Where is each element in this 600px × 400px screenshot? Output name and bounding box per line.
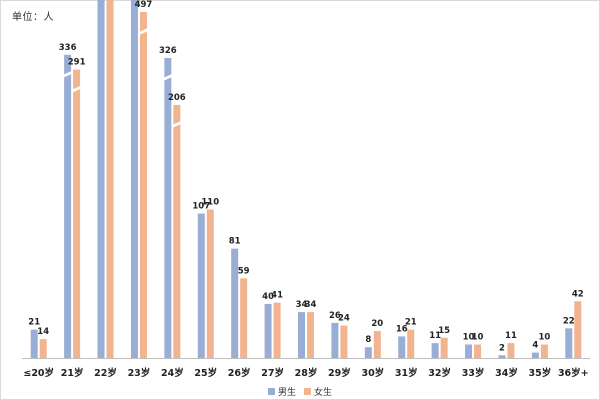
x-tick-label-13: 33岁 [462, 367, 485, 379]
bar-male-4 [164, 57, 172, 359]
data-label-male-16: 22 [563, 316, 575, 326]
data-label-female-13: 10 [472, 333, 484, 343]
axis-break-marker [138, 28, 148, 36]
data-label-female-5: 110 [201, 198, 219, 208]
data-label-female-4: 206 [168, 93, 186, 103]
data-label-male-8: 34 [296, 300, 308, 310]
bar-male-13 [465, 344, 473, 358]
bar-male-6 [231, 248, 239, 358]
bar-female-6 [240, 278, 248, 358]
axis-break-marker [63, 70, 73, 78]
bar-female-3 [139, 12, 147, 359]
data-label-male-14: 2 [499, 343, 505, 353]
data-label-male-0: 21 [28, 318, 40, 328]
bar-male-12 [431, 343, 439, 358]
bar-female-8 [307, 312, 314, 358]
bar-male-15 [531, 352, 539, 358]
bar-male-8 [298, 312, 305, 358]
x-tick-label-15: 35岁 [529, 367, 552, 379]
legend-item-female: 女生 [304, 385, 332, 398]
data-label-female-6: 59 [238, 266, 250, 276]
data-label-male-13: 10 [463, 333, 475, 343]
x-tick-label-16: 36岁+ [558, 367, 589, 379]
data-label-female-1: 291 [68, 58, 86, 68]
unit-label: 单位：人 [12, 12, 54, 23]
x-tick-label-3: 23岁 [128, 367, 151, 379]
data-label-female-9: 24 [338, 314, 350, 324]
data-label-male-4: 326 [159, 46, 177, 56]
bar-male-11 [398, 336, 406, 358]
data-label-male-6: 81 [229, 237, 241, 247]
x-tick-label-12: 32岁 [428, 367, 451, 379]
x-tick-label-6: 26岁 [228, 367, 251, 379]
axis-break-marker [172, 120, 182, 128]
data-label-female-11: 21 [405, 318, 417, 328]
bar-female-9 [340, 325, 348, 358]
bar-female-10 [373, 331, 381, 358]
legend: 男生 女生 [268, 385, 340, 398]
data-label-female-12: 15 [438, 326, 450, 336]
bar-female-2 [106, 0, 114, 359]
x-tick-label-8: 28岁 [295, 367, 318, 379]
bar-male-3 [130, 0, 138, 359]
data-label-female-10: 20 [371, 319, 383, 329]
legend-label-male: 男生 [278, 388, 297, 398]
x-tick-label-5: 25岁 [194, 367, 217, 379]
bar-female-1 [73, 69, 81, 359]
bar-male-0 [30, 329, 38, 358]
bar-female-13 [474, 344, 482, 358]
data-label-female-0: 14 [37, 327, 49, 337]
bar-male-9 [331, 322, 339, 358]
data-label-male-1: 336 [59, 43, 77, 53]
bar-male-14 [498, 355, 506, 358]
bar-male-16 [565, 328, 573, 358]
data-label-male-11: 16 [396, 324, 408, 334]
legend-label-female: 女生 [314, 388, 333, 398]
data-label-male-5: 107 [192, 202, 210, 212]
bar-female-7 [273, 302, 281, 358]
bar-female-4 [173, 104, 181, 359]
legend-swatch-male [268, 388, 275, 395]
bar-female-16 [574, 301, 582, 358]
x-tick-label-14: 34岁 [495, 367, 518, 379]
data-label-male-15: 4 [532, 341, 538, 351]
bar-female-0 [39, 339, 47, 358]
bar-female-11 [407, 329, 415, 358]
axis-break-marker [163, 73, 173, 81]
data-label-female-7: 41 [271, 291, 283, 301]
legend-item-male: 男生 [268, 385, 296, 398]
x-tick-label-1: 21岁 [61, 367, 84, 379]
x-tick-label-9: 29岁 [328, 367, 351, 379]
x-tick-label-11: 31岁 [395, 367, 418, 379]
bar-female-14 [507, 343, 515, 358]
x-tick-label-10: 30岁 [361, 367, 384, 379]
data-label-female-3: 497 [135, 0, 153, 10]
x-tick-label-4: 24岁 [161, 367, 184, 379]
bar-female-12 [440, 337, 448, 358]
x-tick-label-2: 22岁 [94, 367, 117, 379]
data-label-male-9: 26 [329, 311, 341, 321]
data-label-female-15: 10 [538, 333, 550, 343]
bar-male-1 [64, 54, 72, 359]
data-label-male-7: 40 [262, 292, 274, 302]
bar-female-5 [206, 209, 214, 358]
axis-break-marker [72, 85, 82, 93]
data-label-female-8: 34 [305, 300, 317, 310]
x-tick-label-0: ≤20岁 [23, 367, 54, 379]
x-tick-label-7: 27岁 [261, 367, 284, 379]
bar-male-2 [97, 0, 105, 358]
bar-male-7 [264, 304, 272, 358]
data-label-female-14: 11 [505, 331, 517, 341]
data-label-male-12: 11 [429, 331, 441, 341]
bar-female-15 [540, 344, 548, 358]
legend-swatch-female [304, 388, 312, 395]
data-label-male-10: 8 [365, 335, 371, 345]
bar-male-10 [364, 347, 372, 358]
bar-male-5 [197, 213, 205, 358]
data-label-female-16: 42 [572, 289, 584, 299]
